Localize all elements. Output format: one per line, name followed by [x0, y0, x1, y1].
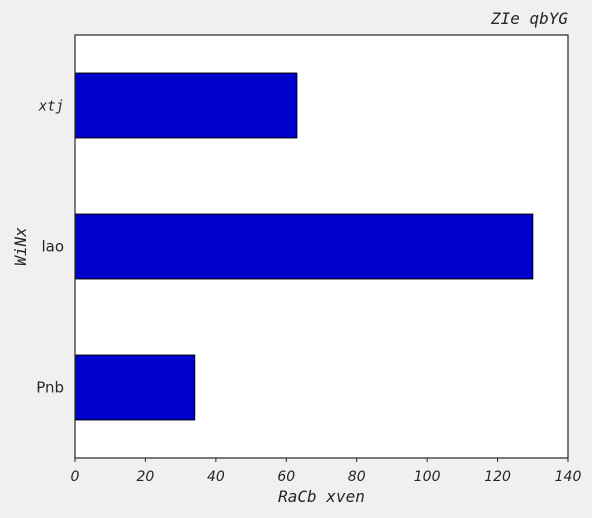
x-ticks-group: 0 20 40 60 80 100 120 140 — [71, 458, 582, 485]
bar-lao — [74, 213, 534, 280]
x-axis-label: RaCb xven — [278, 487, 365, 506]
x-tick-label: 20 — [137, 469, 155, 485]
y-axis-label: WiNx — [11, 227, 30, 266]
bars-group — [74, 72, 534, 421]
y-tick-label: xtj — [38, 99, 64, 115]
x-tick-label: 80 — [348, 469, 366, 485]
bar-pnb — [74, 354, 196, 421]
chart-title: ZIe qbYG — [490, 9, 568, 28]
x-tick-label: 120 — [484, 469, 511, 485]
x-tick-label: 100 — [414, 469, 441, 485]
y-tick-label: Pnb — [36, 379, 64, 397]
x-tick-label: 60 — [277, 469, 295, 485]
x-tick-label: 140 — [555, 469, 582, 485]
plot-frame — [74, 34, 569, 459]
y-tick-label: lao — [41, 238, 64, 256]
x-tick-label: 40 — [207, 469, 225, 485]
bar-xtj — [74, 72, 298, 139]
y-ticks-group: Pnb lao xtj — [36, 99, 64, 397]
x-tick-label: 0 — [71, 469, 80, 485]
